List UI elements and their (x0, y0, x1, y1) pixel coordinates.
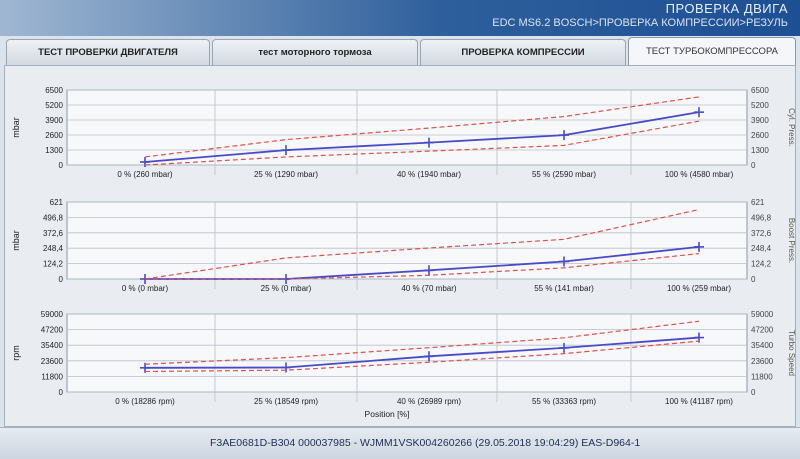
x-category-label: 55 % (33363 rpm) (532, 397, 596, 406)
lower-limit-line (145, 252, 700, 280)
x-category-label: 100 % (41187 rpm) (665, 397, 733, 406)
header-title: ПРОВЕРКА ДВИГА (665, 1, 788, 16)
upper-limit-line (144, 320, 700, 365)
x-category-label: 55 % (2590 mbar) (532, 170, 596, 179)
tab-engine-brake-test[interactable]: тест моторного тормоза (212, 39, 418, 65)
y-axis-label: rpm (11, 345, 21, 361)
y-tick-label: 496,8 (43, 213, 64, 222)
lower-limit-line (144, 120, 700, 166)
y-tick-label: 0 (59, 388, 64, 397)
x-category-label: 0 % (0 mbar) (122, 284, 169, 293)
window-header: ПРОВЕРКА ДВИГА EDC MS6.2 BOSCH>ПРОВЕРКА … (0, 0, 800, 36)
y-tick-label: 2600 (45, 131, 63, 140)
y-tick-label: 248,4 (43, 244, 64, 253)
x-category-label: 40 % (70 mbar) (401, 284, 456, 293)
y-tick-label: 372,6 (43, 229, 64, 238)
x-category-label: 25 % (1290 mbar) (254, 170, 318, 179)
y-tick-label: 124,2 (43, 260, 64, 269)
upper-limit-line (144, 208, 700, 280)
y-tick-label: 0 (59, 161, 64, 170)
vehicle-info-text: F3AE0681D-B304 000037985 - WJMM1VSK00426… (210, 437, 641, 449)
y-tick-label: 35400 (41, 341, 64, 350)
right-y-tick-label: 0 (751, 275, 756, 284)
right-y-tick-label: 6500 (751, 86, 769, 95)
x-category-label: 100 % (4580 mbar) (665, 170, 734, 179)
right-y-axis-label: Boost Press. (787, 218, 796, 263)
right-y-tick-label: 59000 (751, 310, 774, 319)
tab-turbocharger-test[interactable]: ТЕСТ ТУРБОКОМПРЕССОРА (628, 37, 796, 65)
x-category-label: 0 % (18286 rpm) (115, 397, 175, 406)
right-y-tick-label: 23600 (751, 357, 774, 366)
y-tick-label: 23600 (41, 357, 64, 366)
x-axis-label: Position [%] (365, 409, 410, 419)
tab-bar: ТЕСТ ПРОВЕРКИ ДВИГАТЕЛЯ тест моторного т… (6, 37, 796, 65)
y-tick-label: 11800 (41, 372, 63, 381)
right-y-tick-label: 496,8 (751, 213, 772, 222)
y-tick-label: 5200 (45, 101, 63, 110)
upper-limit-line (144, 96, 700, 158)
x-category-label: 25 % (18549 rpm) (254, 397, 318, 406)
tab-compression-check[interactable]: ПРОВЕРКА КОМПРЕССИИ (420, 39, 626, 65)
x-category-label: 55 % (141 mbar) (534, 284, 594, 293)
right-y-tick-label: 47200 (751, 326, 774, 335)
right-y-tick-label: 35400 (751, 341, 774, 350)
y-axis-label: mbar (11, 230, 21, 251)
right-y-axis-label: Cyl. Press. (787, 108, 796, 147)
right-y-axis-label: Turbo Speed (787, 330, 796, 376)
y-tick-label: 6500 (45, 86, 63, 95)
right-y-tick-label: 124,2 (751, 260, 772, 269)
y-tick-label: 0 (59, 275, 64, 284)
right-y-tick-label: 0 (751, 388, 756, 397)
results-panel: 0 1300 2600 3900 5200 6500 0 1300 2600 3900 5200 65… (4, 65, 796, 427)
right-y-tick-label: 5200 (751, 101, 769, 110)
x-category-label: 40 % (1940 mbar) (397, 170, 461, 179)
y-tick-label: 1300 (45, 146, 63, 155)
x-category-label: 0 % (260 mbar) (117, 170, 172, 179)
plot-area-3 (66, 313, 748, 393)
tab-engine-test[interactable]: ТЕСТ ПРОВЕРКИ ДВИГАТЕЛЯ (6, 39, 210, 65)
header-breadcrumb: EDC MS6.2 BOSCH>ПРОВЕРКА КОМПРЕССИИ>РЕЗУ… (492, 17, 788, 29)
y-tick-label: 59000 (41, 310, 64, 319)
right-y-tick-label: 1300 (751, 146, 769, 155)
right-y-tick-label: 3900 (751, 116, 769, 125)
right-y-tick-label: 11800 (751, 372, 773, 381)
right-y-tick-label: 2600 (751, 131, 769, 140)
right-y-tick-label: 0 (751, 161, 756, 170)
lower-limit-line (144, 340, 700, 373)
plot-area-2 (66, 201, 748, 280)
status-bar: F3AE0681D-B304 000037985 - WJMM1VSK00426… (0, 427, 800, 459)
charts-area: 0 1300 2600 3900 5200 6500 0 1300 2600 3900 5200 65… (11, 86, 796, 419)
y-tick-label: 3900 (45, 116, 63, 125)
right-y-tick-label: 621 (751, 198, 765, 207)
x-category-label: 100 % (259 mbar) (667, 284, 731, 293)
y-tick-label: 47200 (41, 326, 64, 335)
x-category-label: 25 % (0 mbar) (261, 284, 312, 293)
right-y-tick-label: 248,4 (751, 244, 772, 253)
x-category-label: 40 % (26989 rpm) (397, 397, 461, 406)
right-y-tick-label: 372,6 (751, 229, 772, 238)
y-axis-label: mbar (11, 117, 21, 138)
y-tick-label: 621 (50, 198, 64, 207)
